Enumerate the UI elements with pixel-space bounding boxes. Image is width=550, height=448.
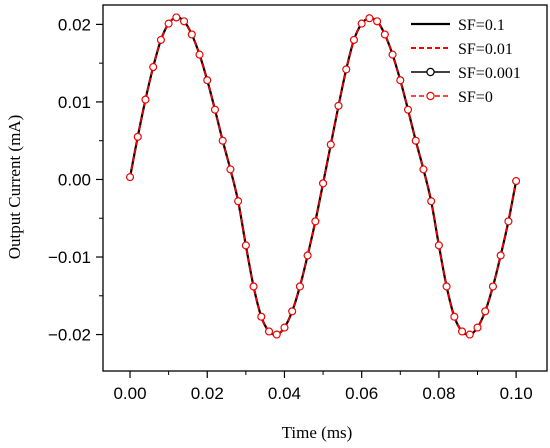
x-tick-label: 0.10 xyxy=(500,384,533,403)
series-point-sf-0 xyxy=(257,312,266,321)
x-axis-title: Time (ms) xyxy=(282,423,353,442)
y-tick-label: −0.01 xyxy=(48,248,91,267)
series-point-sf-0 xyxy=(234,197,243,206)
series-point-sf-0 xyxy=(218,136,227,145)
series-point-sf-0 xyxy=(280,323,289,332)
series-point-sf-0 xyxy=(241,241,250,250)
x-tick-label: 0.02 xyxy=(191,384,224,403)
series-point-sf-0 xyxy=(272,330,281,339)
series-point-sf-0 xyxy=(226,165,235,174)
series-point-sf-0 xyxy=(211,105,219,114)
series-point-sf-0 xyxy=(473,323,482,332)
series-point-sf-0 xyxy=(195,50,204,59)
x-tick-label: 0.00 xyxy=(113,384,146,403)
series-point-sf-0 xyxy=(180,17,189,26)
series-point-sf-0 xyxy=(434,241,443,250)
series-point-sf-0 xyxy=(442,282,451,291)
series-point-sf-0 xyxy=(311,217,320,226)
series-point-sf-0 xyxy=(187,30,196,39)
series-point-sf-0 xyxy=(488,282,497,291)
series-point-sf-0 xyxy=(404,105,412,114)
legend-label-sf-0: SF=0 xyxy=(458,89,493,106)
x-tick-label: 0.06 xyxy=(345,384,378,403)
series-point-sf-0 xyxy=(411,136,420,145)
legend-label-sf-0-001: SF=0.001 xyxy=(458,65,521,82)
legend: SF=0.1 SF=0.01 SF=0.001 SF=0 xyxy=(411,17,521,106)
series-point-sf-0 xyxy=(496,251,505,260)
series-point-sf-0 xyxy=(295,282,304,291)
legend-label-sf-0-1: SF=0.1 xyxy=(458,17,505,34)
series-point-sf-0 xyxy=(249,282,258,291)
series-point-sf-0 xyxy=(481,307,490,316)
series-point-sf-0 xyxy=(365,14,374,23)
axes-frame xyxy=(102,4,548,372)
y-tick-label: 0.01 xyxy=(58,93,91,112)
legend-marker-sf-0-001 xyxy=(426,67,435,77)
series-point-sf-0 xyxy=(504,217,513,226)
series-point-sf-0 xyxy=(133,132,142,141)
series-point-sf-0 xyxy=(396,76,405,85)
series-point-sf-0 xyxy=(156,35,165,44)
series-point-sf-0 xyxy=(141,95,150,104)
x-tick-label: 0.08 xyxy=(422,384,455,403)
series-point-sf-0 xyxy=(373,17,382,26)
series-point-sf-0 xyxy=(388,50,397,59)
x-tick-label: 0.04 xyxy=(268,384,301,403)
series-point-sf-0 xyxy=(427,197,436,206)
series-point-sf-0 xyxy=(164,19,173,28)
y-tick-label: 0.00 xyxy=(58,170,91,189)
series-point-sf-0 xyxy=(465,330,474,339)
series-point-sf-0 xyxy=(357,19,366,28)
series-point-sf-0 xyxy=(334,101,343,110)
series-point-sf-0 xyxy=(458,327,467,336)
y-axis-title: Output Current (mA) xyxy=(5,115,24,259)
axes: 0.00 0.02 0.04 0.06 0.08 0.10 −0.02 −0.01 0.00 0.… xyxy=(48,4,548,403)
series-point-sf-0 xyxy=(126,173,134,182)
series-point-sf-0 xyxy=(512,177,521,185)
series-point-sf-0 xyxy=(319,179,328,188)
series-point-sf-0 xyxy=(265,327,273,336)
series-point-sf-0 xyxy=(288,307,297,316)
series-point-sf-0 xyxy=(172,13,181,22)
legend-marker-sf-0 xyxy=(426,91,435,101)
y-tick-label: −0.02 xyxy=(48,326,91,345)
series-point-sf-0 xyxy=(350,35,358,44)
series-point-sf-0 xyxy=(450,312,459,321)
y-tick-label: 0.02 xyxy=(58,15,91,34)
legend-label-sf-0-01: SF=0.01 xyxy=(458,41,513,58)
plot-area xyxy=(126,13,521,339)
series-point-sf-0 xyxy=(203,76,212,85)
series-point-sf-0 xyxy=(380,30,389,39)
series-point-sf-0 xyxy=(149,63,158,71)
series-point-sf-0 xyxy=(419,165,428,174)
series-point-sf-0 xyxy=(326,140,335,149)
series-point-sf-0 xyxy=(303,251,312,260)
series-point-sf-0 xyxy=(342,65,351,74)
